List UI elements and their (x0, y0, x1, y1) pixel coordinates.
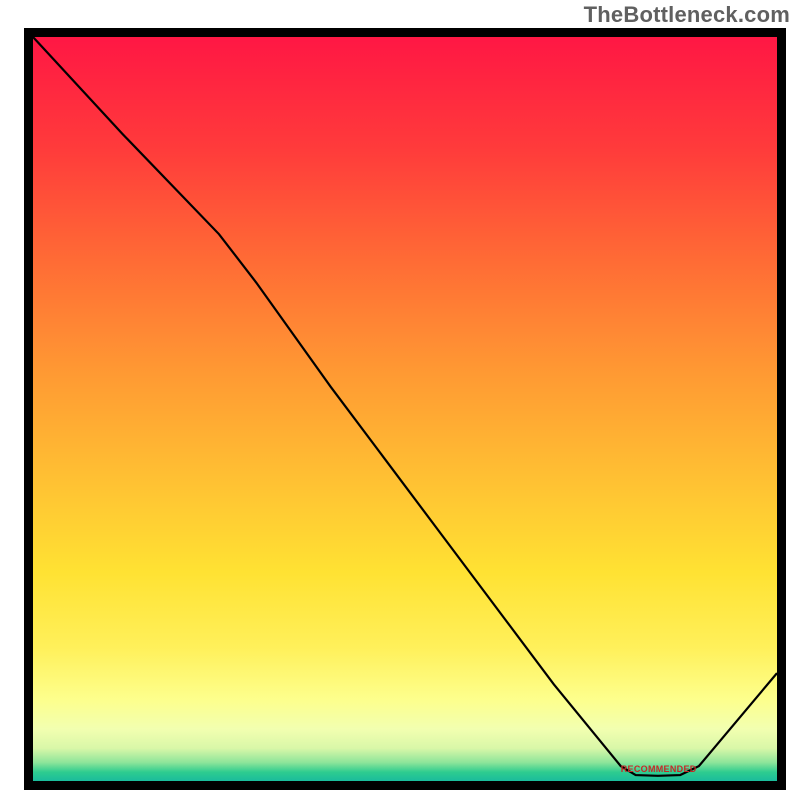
watermark-text: TheBottleneck.com (584, 2, 790, 28)
gradient-background (33, 37, 777, 781)
recommended-label: RECOMMENDED (621, 764, 697, 774)
chart-canvas: TheBottleneck.com RECOMMENDED (0, 0, 800, 800)
